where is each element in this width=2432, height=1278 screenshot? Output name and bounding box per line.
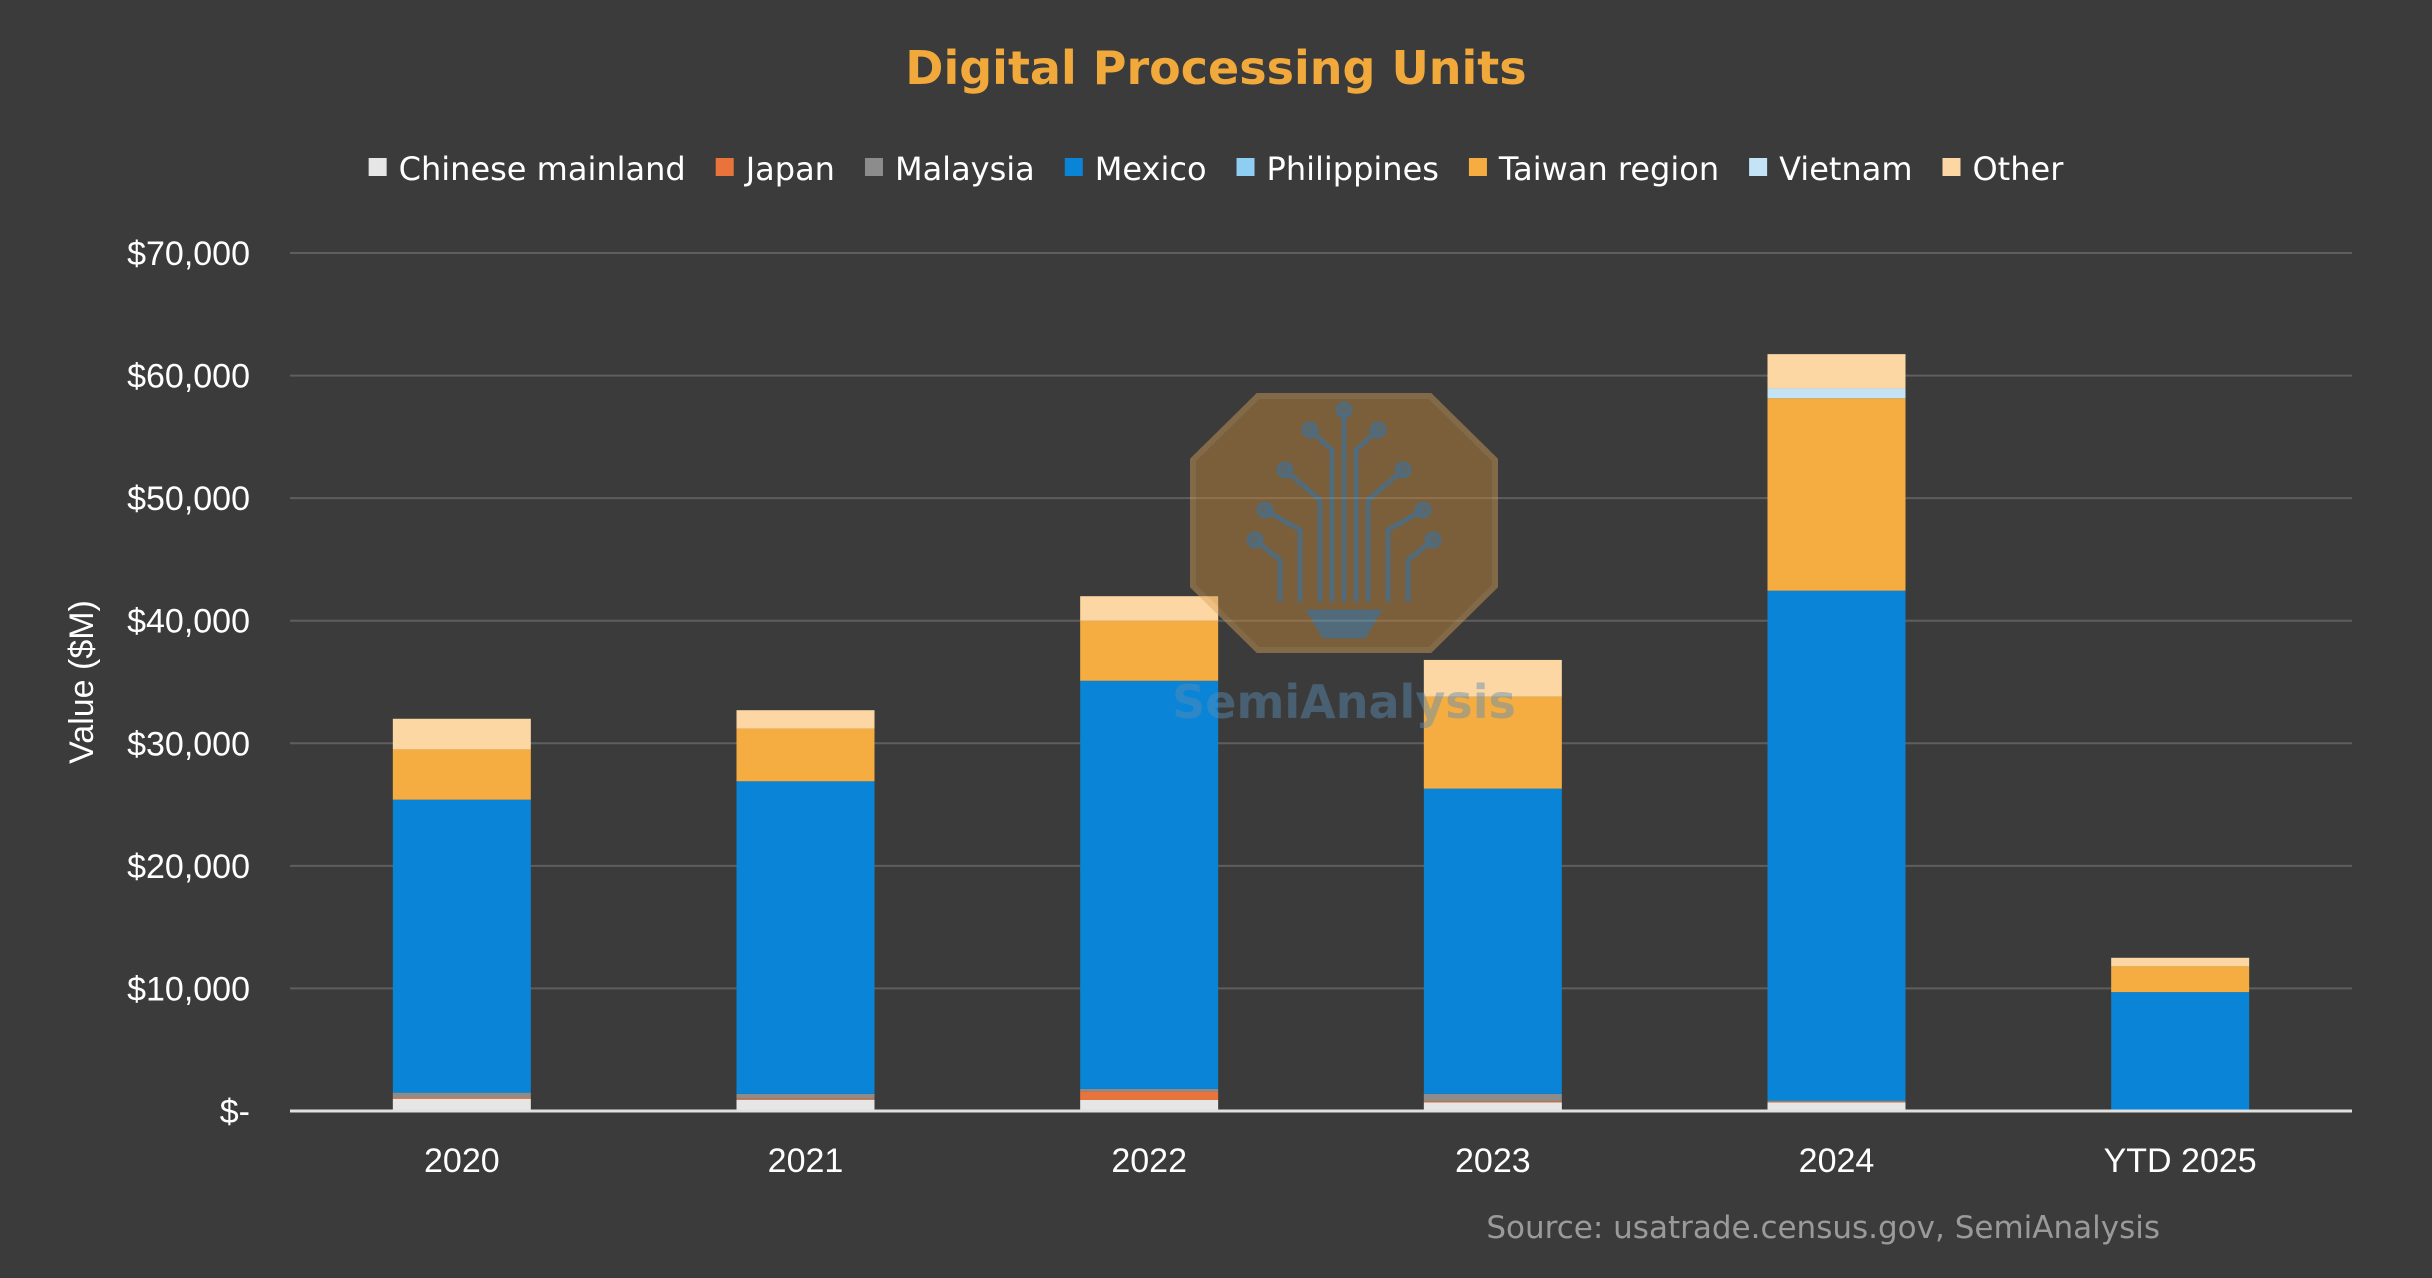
bar-segment	[392, 1092, 531, 1098]
x-tick-label: 2023	[1455, 1142, 1531, 1180]
bar-segment	[392, 749, 531, 800]
bar-stack	[392, 718, 531, 1111]
legend-label: Vietnam	[1779, 150, 1912, 188]
legend-label: Chinese mainland	[399, 150, 686, 188]
legend-swatch	[1064, 158, 1083, 176]
bar-segment	[1767, 388, 1906, 399]
bar-segment	[2111, 992, 2250, 1110]
bar-segment	[1080, 620, 1219, 681]
legend-swatch	[1942, 158, 1961, 176]
bar-segment	[392, 1097, 531, 1099]
bar-segment	[1423, 1101, 1562, 1103]
legend-swatch	[715, 158, 734, 176]
bar-segment	[1080, 680, 1219, 1089]
legend-label: Philippines	[1267, 150, 1439, 188]
legend-item: Taiwan region	[1468, 150, 1719, 188]
bar-segment	[1080, 1091, 1219, 1100]
bar-segment	[1767, 354, 1906, 389]
legend-label: Malaysia	[895, 150, 1035, 188]
y-axis-title: Value ($M)	[63, 600, 101, 764]
bar-stack	[1423, 659, 1562, 1111]
bar-segment	[1080, 1099, 1219, 1111]
bar-segment	[1423, 1093, 1562, 1102]
legend-label: Other	[1972, 150, 2064, 188]
bar-stack	[1767, 354, 1906, 1111]
chart-title: Digital Processing Units	[905, 41, 1526, 95]
bar-segment	[736, 781, 875, 1094]
bar-segment	[1767, 1101, 1906, 1103]
x-tick-label: 2020	[424, 1142, 500, 1180]
bar-segment	[1767, 398, 1906, 591]
x-tick-label: 2024	[1799, 1142, 1875, 1180]
legend: Chinese mainland Japan Malaysia Mexico Phili…	[368, 150, 2064, 188]
watermark: SemiAnalysis	[1172, 393, 1516, 729]
watermark-octagon	[1190, 393, 1498, 653]
bar-segment	[1080, 596, 1219, 621]
legend-item: Chinese mainland	[368, 150, 686, 188]
legend-label: Mexico	[1095, 150, 1207, 188]
x-axis: 2020 2021 2022 2023 2024 YTD 2025	[424, 1142, 2257, 1180]
source-note: Source: usatrade.census.gov, SemiAnalysi…	[1486, 1210, 2160, 1246]
legend-item: Mexico	[1064, 150, 1207, 188]
bar-segment	[1423, 788, 1562, 1094]
bar-stack	[736, 710, 875, 1111]
bar-segment	[1423, 659, 1562, 697]
bar-segment	[736, 1099, 875, 1111]
gridlines	[290, 252, 2352, 990]
x-tick-label: 2022	[1111, 1142, 1187, 1180]
legend-swatch	[368, 158, 387, 176]
legend-swatch	[1468, 158, 1487, 176]
bar-segment	[1767, 590, 1906, 1101]
bar-segment	[1767, 1102, 1906, 1111]
bar-segment	[1423, 696, 1562, 789]
bar-segment	[2111, 957, 2250, 967]
bar-segment	[736, 710, 875, 729]
bar-segment	[392, 799, 531, 1093]
y-axis: $- $10,000 $20,000 $30,000 $40,000 $50,000 $60…	[127, 235, 250, 1131]
legend-swatch	[1236, 158, 1255, 176]
y-tick-label: $40,000	[127, 603, 250, 641]
y-tick-label: $20,000	[127, 848, 250, 886]
legend-item: Vietnam	[1749, 150, 1912, 188]
y-tick-label: $10,000	[127, 970, 250, 1008]
legend-item: Japan	[715, 150, 835, 188]
circuit-tree-logo-icon	[1246, 401, 1442, 639]
y-tick-label: $60,000	[127, 358, 250, 396]
legend-item: Other	[1942, 150, 2064, 188]
bar-segment	[392, 1098, 531, 1111]
legend-label: Taiwan region	[1498, 150, 1719, 188]
bar-segment	[1080, 1088, 1219, 1092]
bar-segment	[736, 1093, 875, 1099]
bar-segment	[736, 1098, 875, 1100]
bar-segment	[2111, 966, 2250, 993]
bar-segment	[392, 718, 531, 750]
bar-segment	[1423, 1102, 1562, 1111]
legend-swatch	[1749, 158, 1768, 176]
x-tick-label: 2021	[768, 1142, 844, 1180]
y-tick-label: $-	[220, 1093, 250, 1131]
legend-item: Malaysia	[864, 150, 1035, 188]
y-tick-label: $70,000	[127, 235, 250, 273]
bar-stack	[1080, 596, 1219, 1111]
legend-item: Philippines	[1236, 150, 1439, 188]
legend-label: Japan	[744, 150, 835, 188]
x-tick-label: YTD 2025	[2104, 1142, 2257, 1180]
bar-segment	[1767, 1100, 1906, 1102]
bar-stack	[2111, 957, 2250, 1111]
y-tick-label: $50,000	[127, 480, 250, 518]
bar-segment	[736, 728, 875, 782]
bars	[392, 354, 2250, 1111]
watermark-text: SemiAnalysis	[1172, 675, 1516, 729]
y-tick-label: $30,000	[127, 725, 250, 763]
legend-swatch	[864, 158, 883, 176]
